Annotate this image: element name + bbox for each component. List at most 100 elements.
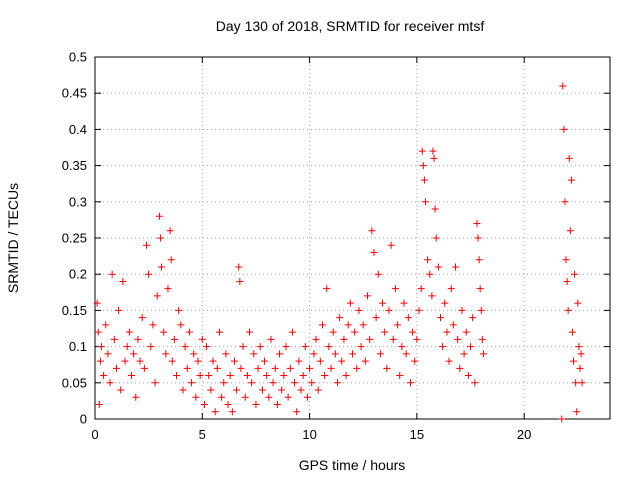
data-point: [250, 350, 258, 358]
data-point: [115, 306, 123, 314]
data-point: [162, 350, 170, 358]
data-point: [228, 408, 236, 416]
data-point: [566, 227, 574, 235]
data-point: [151, 379, 159, 387]
data-point: [424, 256, 432, 264]
data-point: [258, 386, 266, 394]
data-point: [570, 357, 578, 365]
data-point: [394, 321, 402, 329]
data-point: [265, 393, 273, 401]
data-point: [366, 335, 374, 343]
data-point: [349, 350, 356, 358]
data-point: [353, 364, 361, 372]
data-point: [561, 198, 569, 206]
plot-area-frame: [94, 56, 611, 420]
data-point: [181, 343, 189, 351]
data-point: [125, 328, 133, 336]
data-point: [411, 357, 419, 365]
data-point: [458, 306, 466, 314]
data-point: [374, 270, 382, 278]
y-tick-label: 0.25: [62, 231, 87, 246]
data-point: [564, 306, 572, 314]
data-point: [402, 350, 410, 358]
data-point: [273, 401, 281, 409]
data-point: [276, 350, 284, 358]
data-point: [346, 299, 354, 307]
data-point: [429, 147, 437, 155]
data-point: [248, 379, 256, 387]
data-point: [361, 357, 369, 365]
data-point: [391, 285, 399, 293]
data-point: [415, 306, 423, 314]
data-point: [310, 350, 318, 358]
data-point: [263, 372, 271, 380]
data-point: [456, 364, 464, 372]
data-point: [278, 386, 286, 394]
data-point: [573, 408, 581, 416]
data-point: [207, 386, 215, 394]
data-point: [226, 372, 234, 380]
data-point: [170, 335, 178, 343]
x-tick-label: 5: [199, 427, 206, 442]
data-point: [567, 176, 575, 184]
data-point: [211, 408, 219, 416]
data-point: [477, 306, 485, 314]
data-point: [471, 379, 479, 387]
data-point: [364, 292, 372, 300]
data-point: [474, 234, 482, 242]
data-point: [342, 372, 350, 380]
data-point: [381, 328, 389, 336]
data-point: [398, 343, 406, 351]
data-point: [110, 335, 118, 343]
data-point: [445, 357, 453, 365]
data-point: [577, 350, 585, 358]
chart-title: Day 130 of 2018, SRMTID for receiver mts…: [216, 18, 485, 34]
data-point: [443, 328, 451, 336]
data-point: [478, 335, 486, 343]
data-point: [321, 372, 329, 380]
y-tick-label: 0: [80, 412, 87, 427]
data-point: [379, 299, 387, 307]
data-point: [220, 379, 228, 387]
y-tick-label: 0.3: [69, 194, 87, 209]
data-point: [413, 335, 421, 343]
data-point: [479, 350, 487, 358]
data-point: [173, 372, 181, 380]
data-point: [464, 372, 472, 380]
data-point: [269, 379, 277, 387]
y-tick-label: 0.15: [62, 303, 87, 318]
data-point: [318, 321, 326, 329]
data-point: [280, 372, 288, 380]
data-point: [323, 285, 331, 293]
data-point: [190, 350, 198, 358]
data-point: [340, 335, 348, 343]
axis-ticks: 0 0.05 0.1 0.15 0.2 0.25 0.3 0.35 0.4 0.45 0.5 0 5 10…: [62, 50, 610, 442]
data-point: [145, 270, 153, 278]
y-tick-label: 0.2: [69, 267, 87, 282]
data-point: [441, 299, 449, 307]
data-point: [301, 343, 309, 351]
data-point: [254, 364, 262, 372]
data-point: [376, 350, 384, 358]
data-point: [132, 393, 140, 401]
data-point: [222, 350, 230, 358]
data-point: [558, 415, 566, 423]
data-point: [359, 321, 367, 329]
data-point: [460, 350, 468, 358]
data-point: [400, 299, 408, 307]
data-point: [136, 357, 144, 365]
y-tick-label: 0.05: [62, 375, 87, 390]
data-point: [576, 364, 584, 372]
data-point: [108, 270, 116, 278]
data-point: [94, 328, 102, 336]
data-point: [578, 379, 586, 387]
data-point: [333, 379, 341, 387]
x-axis-title: GPS time / hours: [299, 457, 406, 473]
data-point: [389, 335, 397, 343]
data-point: [434, 263, 442, 271]
data-point: [439, 343, 447, 351]
data-point: [417, 285, 425, 293]
data-point: [183, 364, 191, 372]
data-point: [192, 393, 200, 401]
data-point: [97, 343, 105, 351]
